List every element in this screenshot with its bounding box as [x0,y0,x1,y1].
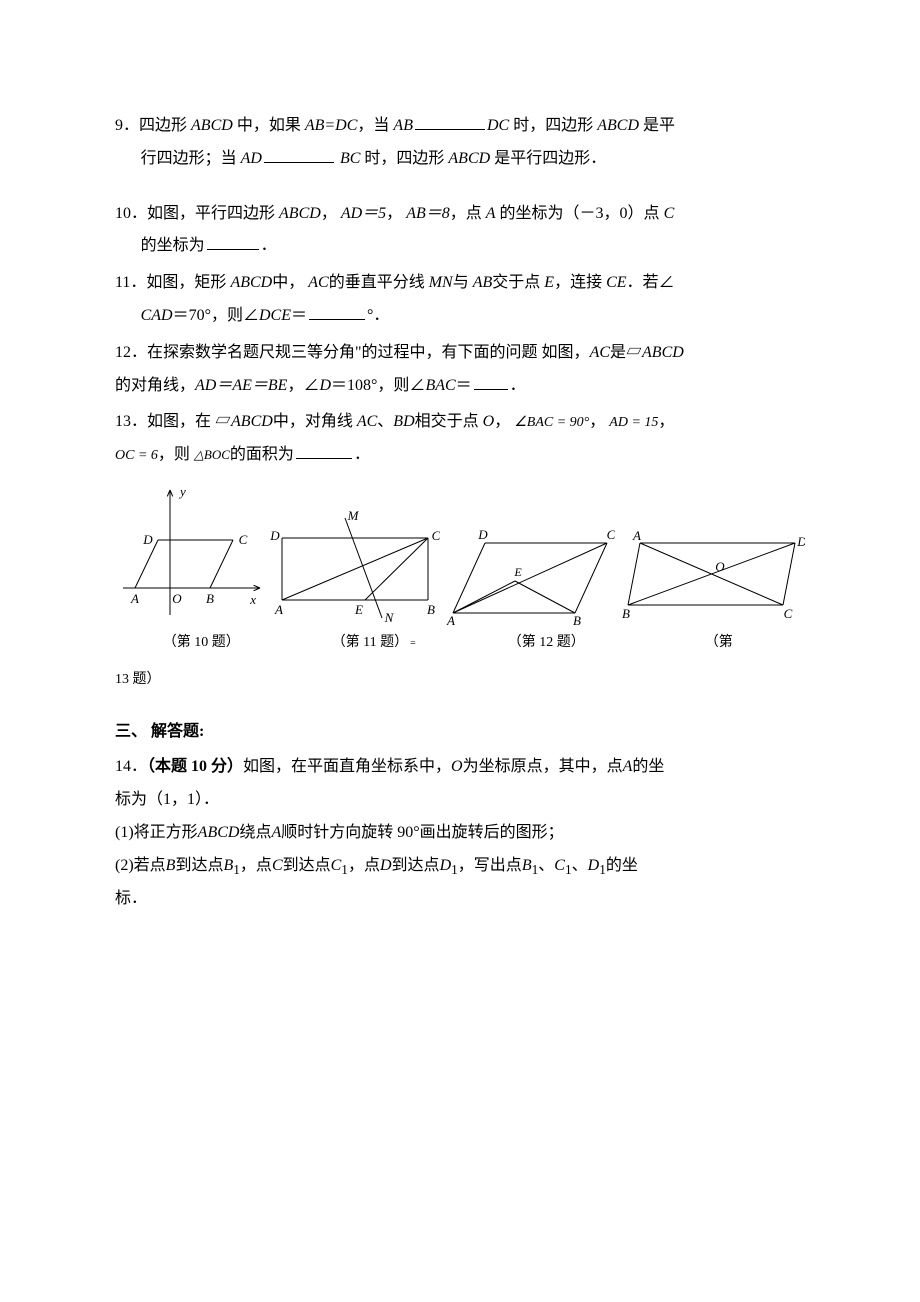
svg-text:A: A [632,528,641,543]
caption-12: （第 12 题） [460,629,633,658]
svg-text:A: A [130,591,139,606]
worksheet-page: 9．四边形 ABCD 中，如果 AB=DC，当 ABDC 时，四边形 ABCD … [0,0,920,960]
question-9: 9．四边形 ABCD 中，如果 AB=DC，当 ABDC 时，四边形 ABCD … [115,110,805,176]
svg-text:E: E [513,565,522,579]
figures-row: yxAOBDC ABCDEMN ABCDE ADBCO [115,480,805,625]
svg-text:y: y [178,484,186,499]
q11-num: 11． [115,274,146,291]
section-3-title: 三、 解答题: [115,716,805,749]
svg-text:C: C [432,528,440,543]
blank-9a[interactable] [415,115,485,130]
q13-num: 13． [115,413,147,430]
svg-text:M: M [347,508,360,523]
svg-text:N: N [384,610,395,625]
svg-text:E: E [354,602,363,617]
svg-text:D: D [796,534,805,549]
blank-12[interactable] [474,374,508,389]
svg-text:C: C [784,606,793,621]
svg-text:D: D [477,527,488,542]
caption-13a: （第 [633,629,806,658]
svg-text:A: A [446,613,455,625]
blank-11[interactable] [309,305,365,320]
figure-11: A B C D E M N [270,500,440,625]
svg-text:D: D [270,528,280,543]
svg-text:B: B [622,606,630,621]
q14-num: 14． [115,758,147,775]
caption-10: （第 10 题） [115,629,288,658]
svg-text:B: B [427,602,435,617]
svg-text:A: A [274,602,283,617]
figure-10: y x A O B D C [115,480,265,625]
question-11: 11．如图，矩形 ABCD中， AC的垂直平分线 MN与 AB交于点 E，连接 … [115,267,805,333]
svg-text:C: C [239,532,248,547]
question-14: 14．（本题 10 分）如图，在平面直角坐标系中，O为坐标原点，其中，点A的坐 … [115,751,805,916]
question-12: 12．在探索数学名题尺规三等分角"的过程中，有下面的问题 如图，AC是▱ABCD… [115,337,805,403]
figure-13: A D B C O [620,525,805,625]
q9-num: 9． [115,117,139,134]
blank-9b[interactable] [264,147,334,162]
blank-13[interactable] [296,444,352,459]
svg-text:O: O [715,559,725,574]
svg-text:D: D [142,532,153,547]
svg-text:B: B [573,613,581,625]
svg-text:B: B [206,591,214,606]
question-10: 10．如图，平行四边形 ABCD， AD＝5， AB＝8，点 A 的坐标为（－3… [115,198,805,264]
figure-12: A B C D E [445,515,615,625]
blank-10[interactable] [207,235,259,250]
figure-captions: （第 10 题） （第 11 题）= （第 12 题） （第 [115,627,805,658]
caption-13b: 13 题） [115,658,805,695]
q10-num: 10． [115,205,147,222]
svg-text:x: x [249,592,256,607]
q12-num: 12． [115,344,147,361]
svg-text:C: C [607,527,615,542]
svg-text:O: O [172,591,182,606]
question-13: 13．如图，在 ▱ABCD中，对角线 AC、BD相交于点 O， ∠BAC = 9… [115,406,805,472]
caption-11: （第 11 题）= [288,629,461,658]
